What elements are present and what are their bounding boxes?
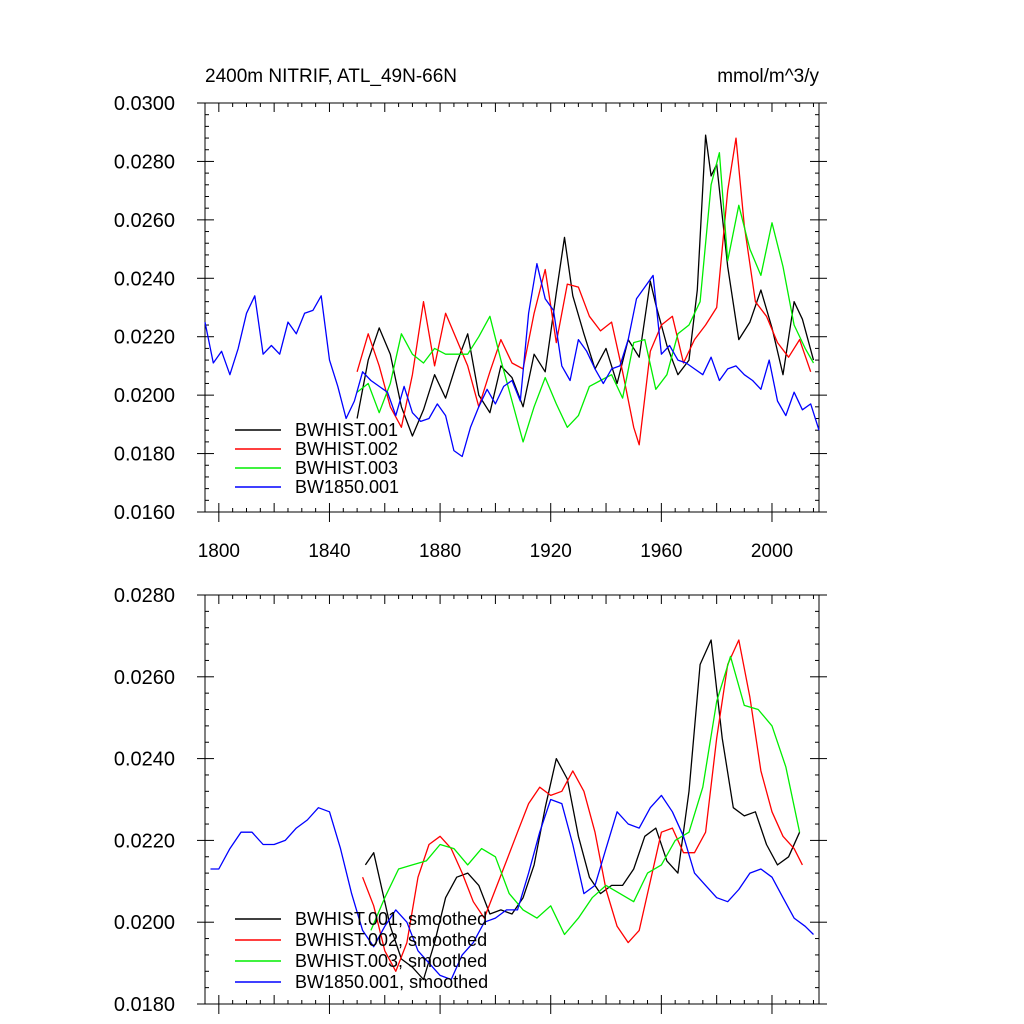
top-series-lines [204,134,820,458]
top-ticks: 1800 1840 1880 1920 1960 2000 0.0160 0.0180 0.02… [114,93,827,562]
bottom-series-line [364,639,801,981]
top-chart-title: 2400m NITRIF, ATL_49N-66N [205,66,457,87]
bottom-legend-label: BWHIST.002, smoothed [295,930,487,950]
bottom-legend-label: BWHIST.001, smoothed [295,909,487,929]
top-series-line [204,263,820,458]
top-legend-label: BWHIST.003 [295,458,398,478]
bottom-y-tick-label: 0.0180 [114,994,175,1016]
top-chart-units: mmol/m^3/y [717,66,819,87]
bottom-legend-label: BW1850.001, smoothed [295,972,488,992]
bottom-series-line [210,794,814,981]
bottom-y-tick-label: 0.0200 [114,912,175,934]
bottom-y-tick-label: 0.0240 [114,749,175,771]
top-x-tick-label: 2000 [751,541,793,562]
bottom-legend-label: BWHIST.003, smoothed [295,951,487,971]
top-y-tick-label: 0.0260 [114,210,175,232]
bottom-series-line [370,655,801,936]
bottom-panel: 0.0180 0.0200 0.0220 0.0240 0.0260 0.0280 BWH… [114,585,827,1016]
top-series-line [356,134,815,437]
top-legend-label: BWHIST.001 [295,420,398,440]
top-y-tick-label: 0.0240 [114,268,175,290]
bottom-plot-frame [204,594,820,1005]
top-y-tick-label: 0.0220 [114,327,175,349]
bottom-y-tick-label: 0.0280 [114,585,175,607]
top-y-tick-label: 0.0160 [114,502,175,524]
bottom-series-line [361,639,803,972]
top-legend-label: BW1850.001 [295,477,399,497]
top-y-tick-label: 0.0280 [114,151,175,173]
top-panel: 2400m NITRIF, ATL_49N-66N mmol/m^3/y 180… [114,66,827,562]
top-x-tick-label: 1920 [530,541,572,562]
top-legend-label: BWHIST.002 [295,439,398,459]
top-x-tick-label: 1880 [419,541,461,562]
top-x-tick-label: 1840 [308,541,350,562]
top-x-tick-label: 1800 [198,541,240,562]
bottom-y-tick-label: 0.0220 [114,830,175,852]
top-y-tick-label: 0.0300 [114,93,175,115]
top-series-line [356,137,812,446]
bottom-series-lines [210,639,814,981]
top-y-tick-label: 0.0200 [114,385,175,407]
top-y-tick-label: 0.0180 [114,444,175,466]
bottom-ticks: 0.0180 0.0200 0.0220 0.0240 0.0260 0.0280 [114,585,827,1016]
top-plot-frame [204,102,820,513]
top-x-tick-label: 1960 [640,541,682,562]
bottom-y-tick-label: 0.0260 [114,667,175,689]
top-series-line [356,152,815,443]
